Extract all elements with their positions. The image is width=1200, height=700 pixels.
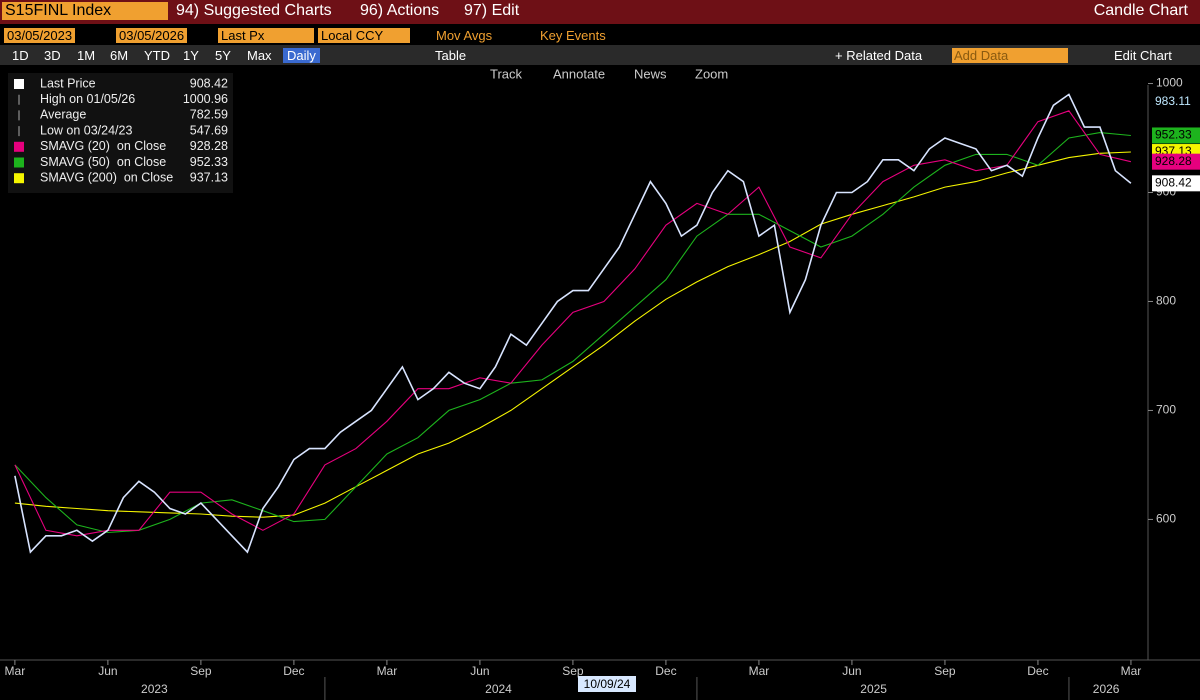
period-button[interactable]: 1D bbox=[12, 48, 29, 63]
cursor-date: 10/09/24 bbox=[584, 677, 631, 691]
year-label: 2025 bbox=[860, 682, 887, 696]
y-tick-label: 1000 bbox=[1156, 76, 1183, 90]
chart-tool[interactable]: Track bbox=[490, 66, 523, 81]
top-bar: S15FINL Index 94) Suggested Charts 96) A… bbox=[0, 0, 1200, 24]
x-tick-label: Mar bbox=[749, 664, 770, 678]
price-tag: 928.28 bbox=[1155, 154, 1192, 168]
legend-box bbox=[8, 73, 233, 193]
legend: Last Price 908.42 High on 01/05/26 1000.96 A… bbox=[8, 73, 233, 193]
end-date[interactable]: 03/05/2026 bbox=[116, 28, 188, 43]
x-tick-label: Mar bbox=[1121, 664, 1142, 678]
x-tick-label: Sep bbox=[190, 664, 212, 678]
series-line bbox=[14, 93, 1132, 554]
price-tag: 983.11 bbox=[1155, 94, 1191, 108]
start-date[interactable]: 03/05/2023 bbox=[4, 28, 76, 43]
cursor-date-box bbox=[578, 676, 636, 692]
series-line bbox=[14, 110, 1132, 537]
legend-value: 952.33 bbox=[190, 155, 228, 169]
axis-area bbox=[1148, 65, 1200, 700]
related-data[interactable]: + Related Data bbox=[835, 48, 923, 63]
legend-swatch bbox=[14, 79, 24, 89]
frequency[interactable]: Daily bbox=[283, 48, 320, 63]
period-button[interactable]: 1Y bbox=[183, 48, 199, 63]
menu[interactable]: 97) Edit bbox=[464, 2, 520, 19]
legend-label: SMAVG (20) on Close bbox=[40, 139, 166, 153]
year-label: 2023 bbox=[141, 682, 168, 696]
period-bar: 1D 3D 1M 6M YTD 1Y 5Y Max Daily Table + Related Da… bbox=[0, 45, 1200, 65]
legend-value: 1000.96 bbox=[183, 92, 228, 106]
period-button[interactable]: 3D bbox=[44, 48, 61, 63]
period-button[interactable]: 5Y bbox=[215, 48, 231, 63]
x-tick-label: Mar bbox=[5, 664, 26, 678]
y-tick-label: 700 bbox=[1156, 403, 1176, 417]
legend-label: Average bbox=[40, 108, 86, 122]
x-tick-label: Dec bbox=[283, 664, 304, 678]
y-tick-label: 600 bbox=[1156, 512, 1176, 526]
legend-value: 782.59 bbox=[190, 108, 228, 122]
period-button[interactable]: 6M bbox=[110, 48, 129, 63]
legend-label: Low on 03/24/23 bbox=[40, 123, 132, 137]
menu[interactable]: 96) Actions bbox=[360, 2, 440, 19]
price-tag-box bbox=[1152, 153, 1200, 170]
price-tag: 908.42 bbox=[1155, 175, 1192, 189]
date-bar: 03/05/2023 03/05/2026 Last Px Local CCY … bbox=[0, 24, 1200, 45]
legend-value: 547.69 bbox=[190, 123, 228, 137]
currency[interactable]: Local CCY bbox=[318, 28, 410, 43]
chart: Track Annotate News Zoom6007008009001000Mar… bbox=[0, 65, 1200, 700]
period-button[interactable]: 1M bbox=[77, 48, 96, 63]
key-events[interactable]: Key Events bbox=[540, 28, 606, 43]
year-label: 2024 bbox=[485, 682, 512, 696]
x-tick-label: Jun bbox=[470, 664, 489, 678]
legend-value: 937.13 bbox=[190, 170, 228, 184]
legend-label: SMAVG (50) on Close bbox=[40, 155, 166, 169]
legend-value: 928.28 bbox=[190, 139, 228, 153]
x-tick-label: Sep bbox=[562, 664, 584, 678]
x-tick-label: Jun bbox=[842, 664, 861, 678]
x-tick-label: Jun bbox=[98, 664, 117, 678]
legend-label: SMAVG (200) on Close bbox=[40, 170, 173, 184]
x-tick-label: Mar bbox=[377, 664, 398, 678]
price-tag-box bbox=[1152, 127, 1200, 144]
y-tick-label: 800 bbox=[1156, 294, 1176, 308]
period-button[interactable]: Max bbox=[247, 48, 272, 63]
mov-avgs[interactable]: Mov Avgs bbox=[436, 28, 493, 43]
price-tag: 952.33 bbox=[1155, 128, 1192, 142]
legend-swatch bbox=[14, 173, 24, 184]
x-tick-label: Dec bbox=[1027, 664, 1048, 678]
chart-tool[interactable]: Annotate bbox=[553, 66, 605, 81]
x-tick-label: Dec bbox=[655, 664, 676, 678]
chart-tool[interactable]: News bbox=[634, 66, 667, 81]
price-tag-box bbox=[1152, 93, 1200, 110]
legend-label: Last Price bbox=[40, 76, 96, 90]
chart-tool[interactable]: Zoom bbox=[695, 66, 728, 81]
legend-swatch bbox=[14, 141, 24, 152]
price-tag-box bbox=[1152, 175, 1200, 192]
table-button[interactable]: Table bbox=[435, 48, 467, 63]
legend-value: 908.42 bbox=[190, 76, 228, 90]
edit-chart[interactable]: Edit Chart bbox=[1114, 48, 1172, 63]
year-label: 2026 bbox=[1093, 682, 1120, 696]
menu[interactable]: 94) Suggested Charts bbox=[176, 2, 332, 19]
add-data[interactable]: Add Data bbox=[952, 48, 1068, 63]
field[interactable]: Last Px bbox=[218, 28, 314, 43]
legend-swatch bbox=[14, 157, 24, 168]
legend-label: High on 01/05/26 bbox=[40, 92, 135, 106]
series-line bbox=[14, 151, 1131, 518]
x-tick-label: Sep bbox=[934, 664, 956, 678]
chart-kind: Candle Chart bbox=[1093, 2, 1188, 19]
period-button[interactable]: YTD bbox=[144, 48, 170, 63]
ticker[interactable]: S15FINL Index bbox=[2, 2, 168, 20]
